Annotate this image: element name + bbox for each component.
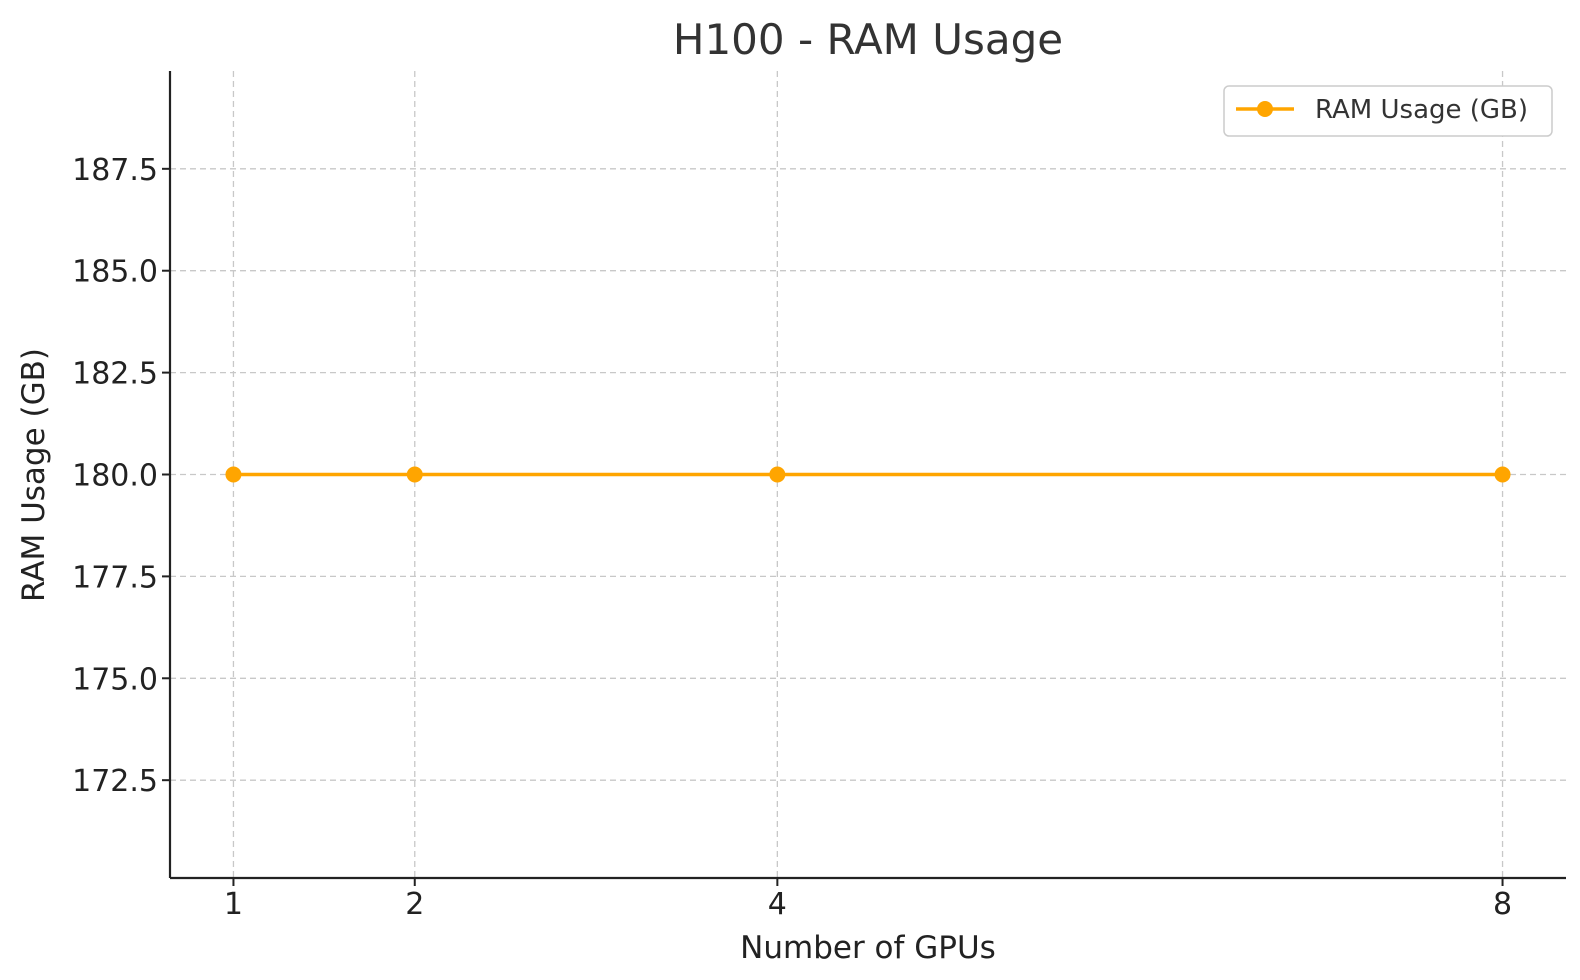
legend: RAM Usage (GB) — [1223, 85, 1553, 137]
legend-entry: RAM Usage (GB) — [1315, 95, 1528, 125]
data-point — [406, 466, 423, 483]
y-tick-label: 187.5 — [72, 153, 158, 188]
data-points — [225, 466, 1511, 483]
y-ticks: 172.5 175.0 177.5 180.0 182.5 185.0 187.5 — [72, 153, 170, 799]
x-axis-label: Number of GPUs — [740, 930, 996, 966]
x-ticks: 1 2 4 8 — [224, 878, 1512, 922]
x-tick-label: 2 — [405, 887, 424, 922]
data-point — [1494, 466, 1511, 483]
legend-box — [1223, 85, 1553, 137]
x-tick-label: 8 — [1493, 887, 1512, 922]
legend-marker-swatch — [1257, 101, 1273, 117]
data-point — [225, 466, 242, 483]
x-tick-label: 4 — [768, 887, 787, 922]
y-tick-label: 175.0 — [72, 662, 158, 697]
y-tick-label: 182.5 — [72, 357, 158, 392]
y-tick-label: 177.5 — [72, 560, 158, 595]
y-tick-label: 180.0 — [72, 459, 158, 494]
data-point — [769, 466, 786, 483]
chart-title: H100 - RAM Usage — [673, 15, 1063, 64]
y-axis-label: RAM Usage (GB) — [16, 348, 52, 602]
y-tick-label: 172.5 — [72, 764, 158, 799]
x-tick-label: 1 — [224, 887, 243, 922]
y-tick-label: 185.0 — [72, 255, 158, 290]
